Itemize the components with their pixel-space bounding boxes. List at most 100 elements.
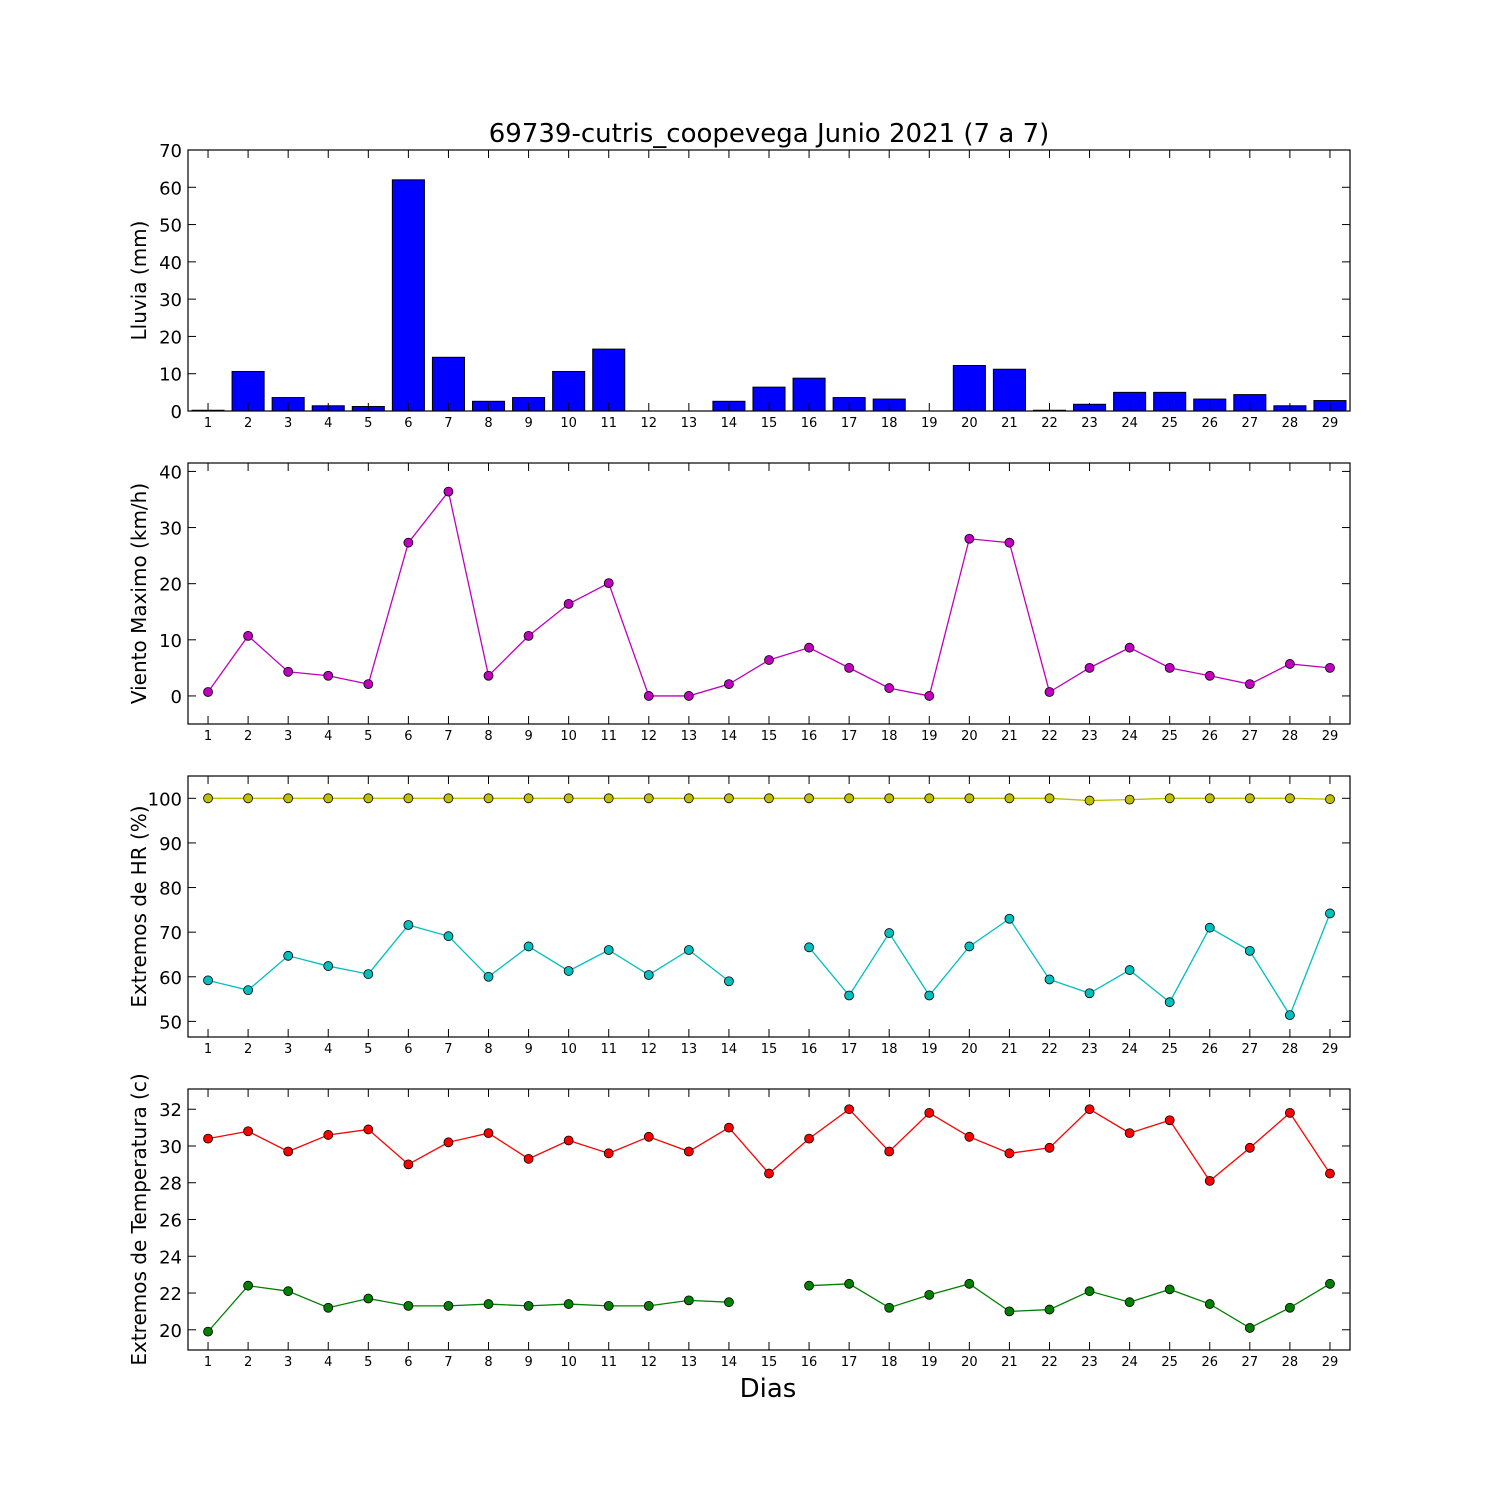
point-day-16: [804, 793, 814, 804]
point-day-17: [844, 1104, 855, 1115]
xtick-label-22: 22: [1041, 1355, 1058, 1370]
point-day-21: [1004, 793, 1015, 804]
xtick-label-26: 26: [1201, 729, 1218, 744]
point-day-24: [1124, 642, 1135, 653]
xtick-label-21: 21: [1001, 416, 1018, 431]
point-day-23: [1084, 662, 1095, 673]
xtick-label-3: 3: [284, 1355, 292, 1370]
point-day-14: [724, 793, 734, 804]
xtick-label-22: 22: [1041, 729, 1058, 744]
point-day-25: [1164, 1115, 1175, 1126]
xtick-label-11: 11: [600, 1042, 617, 1057]
xtick-label-4: 4: [324, 416, 332, 431]
point-day-22: [1044, 687, 1055, 697]
point-day-4: [323, 1302, 334, 1313]
xtick-label-23: 23: [1081, 416, 1098, 431]
xtick-label-22: 22: [1041, 1042, 1058, 1057]
point-day-22: [1044, 974, 1055, 985]
point-day-12: [643, 1131, 654, 1142]
point-day-19: [924, 1289, 935, 1300]
ytick-label-30: 30: [159, 290, 182, 311]
point-day-15: [764, 655, 774, 665]
xtick-label-2: 2: [244, 729, 252, 744]
xtick-label-6: 6: [404, 1355, 412, 1370]
xtick-label-10: 10: [560, 1042, 577, 1057]
point-day-13: [683, 945, 694, 955]
chart-title: 69739-cutris_coopevega Junio 2021 (7 a 7…: [489, 119, 1050, 149]
point-day-18: [884, 793, 895, 804]
xtick-label-12: 12: [641, 416, 658, 431]
point-day-29: [1325, 794, 1335, 805]
xtick-label-16: 16: [801, 416, 818, 431]
bar-day-11: [592, 348, 626, 412]
y-axis-label: Lluvia (mm): [127, 221, 151, 341]
point-day-5: [363, 1124, 374, 1135]
point-day-21: [1004, 913, 1015, 924]
xtick-label-3: 3: [284, 1042, 292, 1057]
xtick-label-28: 28: [1282, 1042, 1299, 1057]
bar-day-2: [231, 370, 265, 412]
xtick-label-13: 13: [681, 416, 698, 431]
point-day-29: [1325, 908, 1335, 919]
xtick-label-11: 11: [600, 1355, 617, 1370]
xtick-label-1: 1: [204, 1355, 212, 1370]
xtick-label-18: 18: [881, 416, 898, 431]
point-day-7: [443, 1137, 454, 1148]
point-day-4: [323, 1130, 334, 1140]
xtick-label-29: 29: [1322, 416, 1339, 431]
point-day-3: [283, 666, 294, 677]
point-day-2: [243, 985, 254, 996]
point-day-10: [563, 793, 574, 804]
xtick-label-8: 8: [484, 1355, 492, 1370]
point-day-5: [363, 679, 374, 690]
xtick-label-7: 7: [444, 416, 452, 431]
xtick-label-19: 19: [921, 416, 938, 431]
point-day-10: [563, 598, 574, 609]
point-day-19: [924, 793, 935, 804]
xtick-label-4: 4: [324, 1042, 332, 1057]
point-day-12: [643, 793, 654, 804]
point-day-16: [804, 942, 814, 953]
point-day-26: [1204, 922, 1215, 933]
point-day-23: [1084, 1104, 1095, 1115]
point-day-27: [1244, 679, 1255, 690]
ytick-label-50: 50: [159, 216, 182, 237]
point-day-7: [443, 1300, 454, 1311]
point-day-12: [643, 970, 654, 980]
point-day-7: [443, 486, 454, 497]
ytick-label-90: 90: [159, 834, 182, 855]
point-day-6: [403, 793, 414, 804]
xtick-label-20: 20: [961, 1042, 978, 1057]
xtick-label-20: 20: [961, 729, 978, 744]
xtick-label-9: 9: [524, 1355, 532, 1370]
xtick-label-21: 21: [1001, 729, 1018, 744]
point-day-13: [683, 691, 694, 701]
xtick-label-19: 19: [921, 1042, 938, 1057]
point-day-17: [844, 1278, 855, 1289]
xtick-label-28: 28: [1282, 1355, 1299, 1370]
series-1: [203, 1104, 1335, 1186]
point-day-4: [323, 961, 334, 971]
point-day-19: [924, 1107, 935, 1118]
point-day-24: [1124, 1297, 1135, 1308]
point-day-13: [683, 1295, 694, 1306]
point-day-7: [443, 931, 454, 942]
xtick-label-14: 14: [721, 729, 738, 744]
series-line-segment-1: [207, 1284, 729, 1333]
point-day-8: [483, 670, 494, 681]
point-day-25: [1164, 793, 1175, 804]
xtick-label-27: 27: [1242, 1042, 1259, 1057]
point-day-11: [603, 578, 614, 589]
xtick-label-12: 12: [641, 1042, 658, 1057]
xtick-label-1: 1: [204, 416, 212, 431]
bar-day-7: [431, 356, 465, 412]
point-day-21: [1004, 537, 1015, 548]
point-day-17: [844, 793, 855, 804]
point-day-1: [203, 975, 213, 986]
point-day-27: [1244, 1323, 1255, 1333]
xtick-label-1: 1: [204, 729, 212, 744]
xtick-label-24: 24: [1121, 416, 1138, 431]
xtick-label-12: 12: [641, 729, 658, 744]
